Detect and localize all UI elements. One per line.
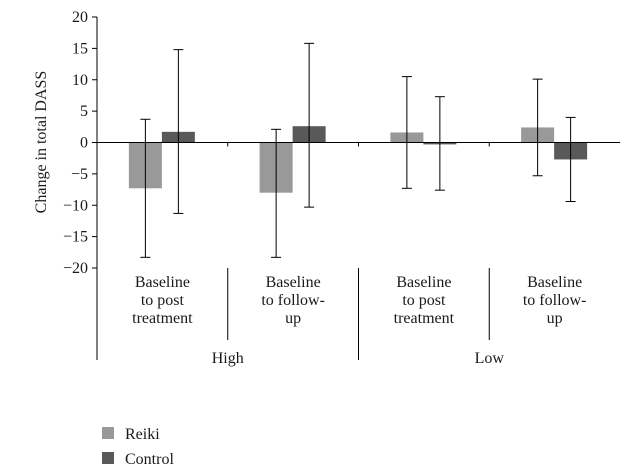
- y-tick-label: −20: [63, 260, 88, 277]
- y-axis-title: Change in total DASS: [33, 71, 50, 214]
- category-label-line: to follow-: [523, 292, 587, 309]
- category-label: Baseline to follow-up: [261, 274, 325, 327]
- category-label-line: Baseline: [527, 274, 582, 291]
- y-tick-label: 15: [72, 40, 88, 57]
- y-tick-label: 20: [72, 9, 88, 26]
- category-label-line: treatment: [132, 310, 193, 327]
- legend-label-control: Control: [125, 451, 174, 468]
- y-axis-title-group: Change in total DASS: [33, 71, 50, 214]
- legend-label-reiki: Reiki: [125, 426, 160, 443]
- category-label: Baseline to follow-up: [523, 274, 587, 327]
- category-label-line: Baseline: [135, 274, 190, 291]
- y-tick-label: 5: [80, 103, 88, 120]
- y-tick-label: −15: [63, 229, 88, 246]
- category-label-line: to post: [402, 292, 446, 309]
- group-label: Low: [475, 350, 505, 367]
- y-axis-ticks: −20 −15 −10 −5 0 5 10 15 20: [63, 9, 97, 277]
- error-bars: [140, 42, 576, 258]
- category-label-line: up: [547, 310, 563, 327]
- category-label-line: to post: [141, 292, 185, 309]
- category-label-line: up: [285, 310, 301, 327]
- category-label-line: to follow-: [261, 292, 325, 309]
- category-label-line: Baseline: [396, 274, 451, 291]
- category-label: Baseline to post treatment: [394, 274, 455, 327]
- axes: [96, 17, 620, 360]
- legend-swatch-control: [102, 452, 114, 464]
- y-tick-label: −10: [63, 197, 88, 214]
- y-tick-label: 0: [80, 135, 88, 152]
- category-label-line: treatment: [394, 310, 455, 327]
- category-label-line: Baseline: [266, 274, 321, 291]
- legend: Reiki Control: [102, 426, 174, 468]
- y-tick-label: −5: [71, 166, 88, 183]
- category-label: Baseline to post treatment: [132, 274, 193, 327]
- bars: [128, 126, 588, 193]
- y-tick-label: 10: [72, 72, 88, 89]
- group-label: High: [212, 350, 244, 367]
- legend-swatch-reiki: [102, 427, 114, 439]
